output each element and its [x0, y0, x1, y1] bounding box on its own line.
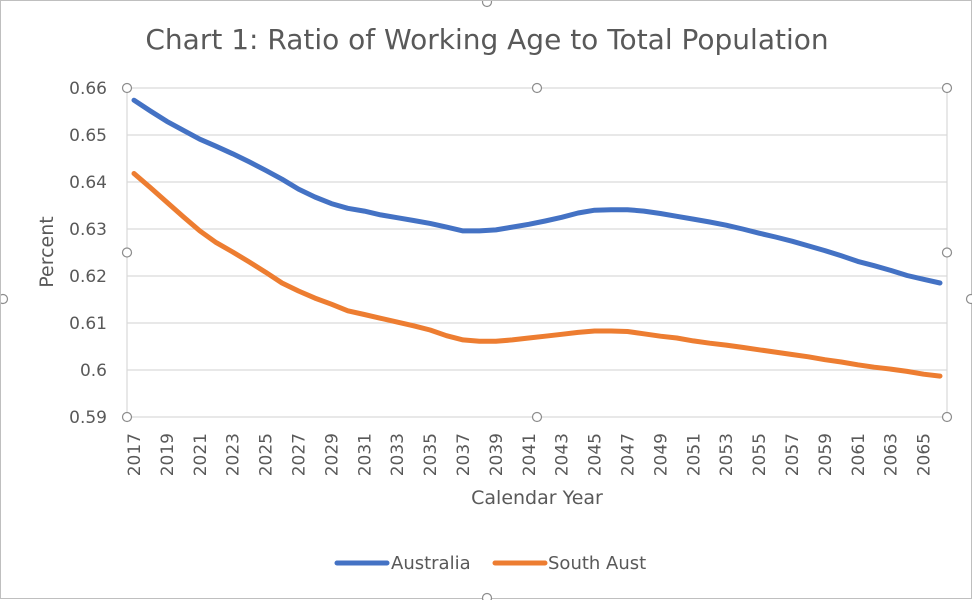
series-line-australia[interactable]	[134, 100, 940, 283]
y-tick-label: 0.61	[69, 314, 107, 334]
legend: Australia South Aust	[337, 553, 646, 574]
resize-handle[interactable]	[533, 84, 542, 93]
y-tick-label: 0.63	[69, 220, 107, 240]
x-tick-label: 2023	[224, 433, 244, 476]
x-tick-label: 2043	[553, 433, 573, 476]
resize-handle[interactable]	[943, 84, 952, 93]
y-tick-label: 0.59	[69, 408, 107, 428]
x-tick-label: 2051	[684, 433, 704, 476]
resize-handle[interactable]	[483, 1, 492, 7]
y-tick-label: 0.65	[69, 126, 107, 146]
resize-handle[interactable]	[943, 413, 952, 422]
chart-title: Chart 1: Ratio of Working Age to Total P…	[145, 23, 828, 56]
x-tick-label: 2027	[289, 433, 309, 476]
legend-label: Australia	[391, 553, 471, 574]
x-tick-label: 2039	[487, 433, 507, 476]
x-tick-label: 2047	[618, 433, 638, 476]
x-tick-label: 2031	[355, 433, 375, 476]
x-tick-label: 2057	[783, 433, 803, 476]
x-axis-title: Calendar Year	[471, 487, 603, 509]
y-axis-ticks: 0.66 0.65 0.64 0.63 0.62 0.61 0.6 0.59	[69, 79, 107, 428]
x-tick-label: 2019	[158, 433, 178, 476]
resize-handle[interactable]	[967, 295, 972, 304]
x-tick-label: 2025	[257, 433, 277, 476]
x-tick-label: 2061	[849, 433, 869, 476]
x-tick-label: 2017	[125, 433, 145, 476]
x-tick-label: 2035	[421, 433, 441, 476]
resize-handle[interactable]	[123, 413, 132, 422]
series-lines	[134, 100, 940, 376]
resize-handle[interactable]	[123, 248, 132, 257]
x-tick-label: 2029	[322, 433, 342, 476]
resize-handle[interactable]	[943, 248, 952, 257]
x-tick-label: 2059	[816, 433, 836, 476]
x-tick-label: 2053	[717, 433, 737, 476]
x-tick-label: 2063	[882, 433, 902, 476]
resize-handle[interactable]	[123, 84, 132, 93]
x-tick-label: 2055	[750, 433, 770, 476]
series-line-south-aust[interactable]	[134, 174, 940, 377]
y-tick-label: 0.6	[80, 361, 107, 381]
y-axis-title: Percent	[36, 216, 58, 288]
y-tick-label: 0.66	[69, 79, 107, 99]
x-tick-label: 2033	[388, 433, 408, 476]
resize-handle[interactable]	[483, 594, 492, 600]
x-tick-label: 2037	[454, 433, 474, 476]
y-tick-label: 0.62	[69, 267, 107, 287]
y-tick-label: 0.64	[69, 173, 107, 193]
resize-handle[interactable]	[533, 413, 542, 422]
x-axis-ticks: 2017 2019 2021 2023 2025 2027 2029 2031 2033 2035…	[125, 433, 935, 476]
x-tick-label: 2021	[191, 433, 211, 476]
x-tick-label: 2041	[520, 433, 540, 476]
resize-handle[interactable]	[1, 295, 8, 304]
x-tick-label: 2045	[586, 433, 606, 476]
legend-label: South Aust	[548, 553, 646, 574]
x-tick-label: 2049	[651, 433, 671, 476]
x-tick-label: 2065	[915, 433, 935, 476]
